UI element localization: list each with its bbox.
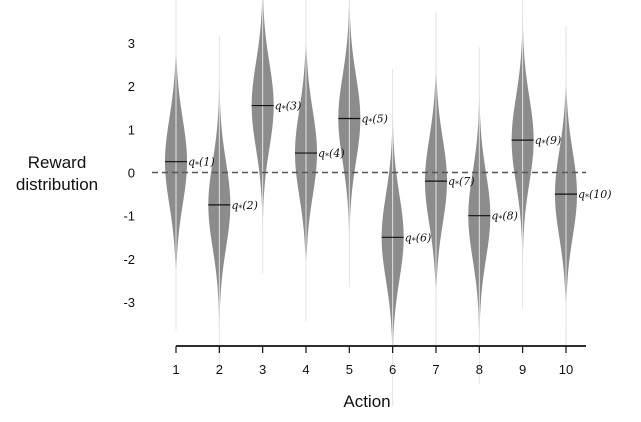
y-tick-label--2: -2	[123, 252, 135, 267]
mean-label-action-7: q*(7)	[448, 175, 475, 189]
x-tick-label-6: 6	[389, 362, 396, 377]
mean-label-action-1: q*(1)	[188, 156, 215, 170]
mean-label-action-2: q*(2)	[231, 199, 258, 213]
x-axis-title: Action	[343, 392, 390, 411]
x-tick-label-8: 8	[476, 362, 483, 377]
y-tick-label-1: 1	[128, 122, 135, 137]
y-tick-label-3: 3	[128, 36, 135, 51]
mean-label-action-5: q*(5)	[361, 113, 388, 127]
x-tick-label-7: 7	[432, 362, 439, 377]
x-tick-label-9: 9	[519, 362, 526, 377]
y-axis-title-line-1: Reward	[28, 153, 87, 172]
means-group: q*(1) q*(2) q*(3) q*(4) q*(5) q*(6) q*(7) q*(8)…	[165, 100, 612, 245]
mean-label-action-9: q*(9)	[535, 134, 562, 148]
mean-label-action-10: q*(10)	[578, 188, 612, 202]
y-axis-ticks: 3 2 1 0 -1 -2 -3	[123, 36, 135, 310]
y-tick-label-0: 0	[128, 166, 135, 181]
violins-group	[165, 0, 577, 406]
x-tick-label-2: 2	[216, 362, 223, 377]
mean-label-action-6: q*(6)	[405, 231, 432, 245]
mean-label-action-4: q*(4)	[318, 147, 345, 161]
x-axis: 1 2 3 4 5 6 7 8 9 10	[172, 345, 586, 377]
y-tick-label--3: -3	[123, 295, 135, 310]
mean-label-action-8: q*(8)	[491, 210, 518, 224]
x-tick-label-5: 5	[346, 362, 353, 377]
mean-label-action-3: q*(3)	[275, 100, 302, 114]
x-tick-label-10: 10	[559, 362, 573, 377]
x-tick-label-3: 3	[259, 362, 266, 377]
y-axis-title-line-2: distribution	[16, 175, 98, 194]
y-tick-label--1: -1	[123, 209, 135, 224]
x-tick-label-1: 1	[172, 362, 179, 377]
y-tick-label-2: 2	[128, 79, 135, 94]
x-tick-label-4: 4	[302, 362, 309, 377]
